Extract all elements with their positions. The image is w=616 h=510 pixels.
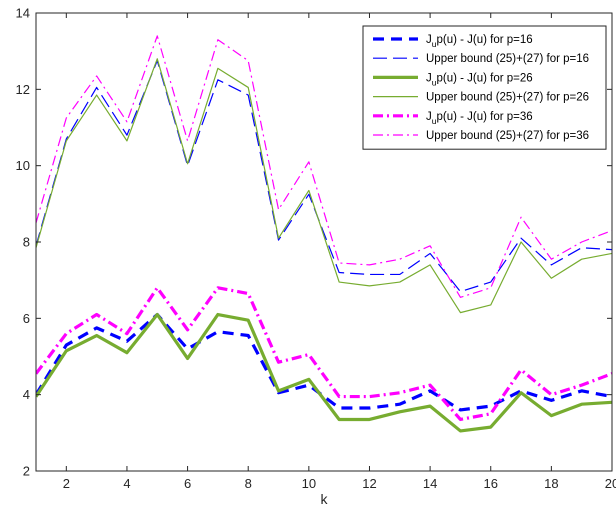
x-tick-label: 14 <box>423 476 437 491</box>
legend-box <box>362 25 607 150</box>
x-tick-label: 12 <box>362 476 376 491</box>
x-tick-label: 18 <box>544 476 558 491</box>
series-line-3 <box>36 312 612 433</box>
x-axis-label: k <box>321 491 329 507</box>
y-tick-label: 12 <box>16 82 30 97</box>
y-tick-label: 4 <box>23 387 30 402</box>
x-tick-label: 10 <box>302 476 316 491</box>
y-tick-label: 2 <box>23 464 30 479</box>
legend-label-3: Jup(u) - J(u) for p=26 <box>426 72 533 87</box>
y-tick-label: 10 <box>16 158 30 173</box>
y-tick-label: 6 <box>23 311 30 326</box>
legend-label-5: Jup(u) - J(u) for p=36 <box>426 111 533 126</box>
series-line-2 <box>36 60 612 293</box>
series-line-5 <box>36 286 612 422</box>
legend-label-1: Jup(u) - J(u) for p=16 <box>426 34 533 49</box>
x-tick-label: 16 <box>484 476 498 491</box>
series-line-6 <box>36 35 612 298</box>
y-tick-label: 8 <box>23 235 30 250</box>
x-tick-label: 20 <box>605 476 616 491</box>
legend-label-4: Upper bound (25)+(27) for p=26 <box>426 92 589 104</box>
series-line-4 <box>36 58 612 314</box>
x-tick-label: 6 <box>184 476 191 491</box>
x-tick-label: 4 <box>123 476 130 491</box>
legend-label-2: Upper bound (25)+(27) for p=16 <box>426 53 589 65</box>
y-tick-label: 14 <box>16 6 30 21</box>
legend-label-6: Upper bound (25)+(27) for p=36 <box>426 130 589 142</box>
series-line-1 <box>36 312 612 412</box>
x-tick-label: 8 <box>245 476 252 491</box>
x-tick-label: 2 <box>63 476 70 491</box>
